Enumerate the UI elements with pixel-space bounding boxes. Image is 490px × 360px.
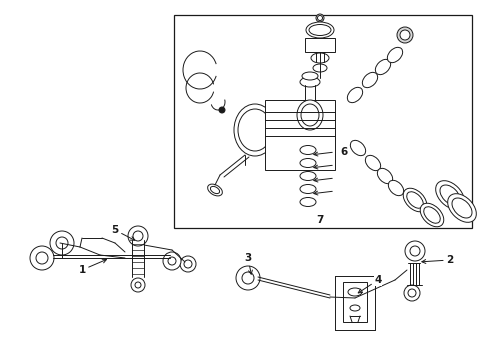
Ellipse shape	[377, 168, 392, 184]
Circle shape	[404, 285, 420, 301]
Ellipse shape	[309, 24, 331, 36]
Ellipse shape	[366, 156, 381, 171]
Ellipse shape	[300, 158, 316, 167]
Ellipse shape	[311, 53, 329, 63]
Ellipse shape	[388, 48, 403, 63]
Ellipse shape	[452, 198, 472, 218]
Ellipse shape	[297, 100, 323, 130]
Ellipse shape	[448, 194, 476, 222]
Ellipse shape	[350, 305, 360, 311]
Ellipse shape	[300, 185, 316, 194]
Circle shape	[180, 256, 196, 272]
Ellipse shape	[234, 104, 276, 156]
Ellipse shape	[347, 87, 363, 103]
Circle shape	[131, 278, 145, 292]
Ellipse shape	[403, 188, 427, 212]
Ellipse shape	[302, 72, 318, 80]
Bar	[265, 100, 335, 170]
Ellipse shape	[210, 186, 220, 194]
Text: 3: 3	[245, 253, 252, 274]
Ellipse shape	[300, 77, 320, 87]
Ellipse shape	[300, 145, 316, 154]
Bar	[305, 38, 335, 52]
Ellipse shape	[306, 22, 334, 38]
Ellipse shape	[350, 140, 366, 156]
Circle shape	[410, 246, 420, 256]
Ellipse shape	[238, 109, 272, 151]
Text: 1: 1	[78, 259, 106, 275]
Circle shape	[405, 241, 425, 261]
Ellipse shape	[440, 185, 460, 205]
Circle shape	[400, 30, 410, 40]
Circle shape	[219, 107, 225, 113]
Ellipse shape	[300, 198, 316, 207]
Circle shape	[318, 15, 322, 21]
Ellipse shape	[420, 203, 444, 227]
Circle shape	[408, 289, 416, 297]
Bar	[174, 15, 472, 228]
Circle shape	[163, 252, 181, 270]
Circle shape	[133, 231, 143, 241]
Circle shape	[50, 231, 74, 255]
Circle shape	[242, 272, 254, 284]
Ellipse shape	[208, 184, 222, 196]
Circle shape	[316, 14, 324, 22]
Ellipse shape	[362, 72, 378, 87]
Ellipse shape	[313, 64, 327, 72]
Text: 6: 6	[340, 147, 347, 157]
Circle shape	[397, 27, 413, 43]
Ellipse shape	[424, 207, 440, 223]
Ellipse shape	[389, 180, 404, 195]
Circle shape	[128, 226, 148, 246]
Circle shape	[236, 266, 260, 290]
Text: 5: 5	[111, 225, 135, 240]
Ellipse shape	[436, 181, 465, 209]
Bar	[343, 282, 367, 322]
Circle shape	[56, 237, 68, 249]
Circle shape	[168, 257, 176, 265]
Ellipse shape	[407, 192, 423, 208]
Ellipse shape	[300, 171, 316, 180]
Circle shape	[30, 246, 54, 270]
Ellipse shape	[348, 288, 362, 296]
Text: 4: 4	[358, 275, 382, 293]
Circle shape	[135, 282, 141, 288]
Text: 7: 7	[317, 215, 324, 225]
Ellipse shape	[301, 104, 319, 126]
Circle shape	[36, 252, 48, 264]
Text: 2: 2	[422, 255, 454, 265]
Circle shape	[184, 260, 192, 268]
Ellipse shape	[375, 59, 391, 75]
